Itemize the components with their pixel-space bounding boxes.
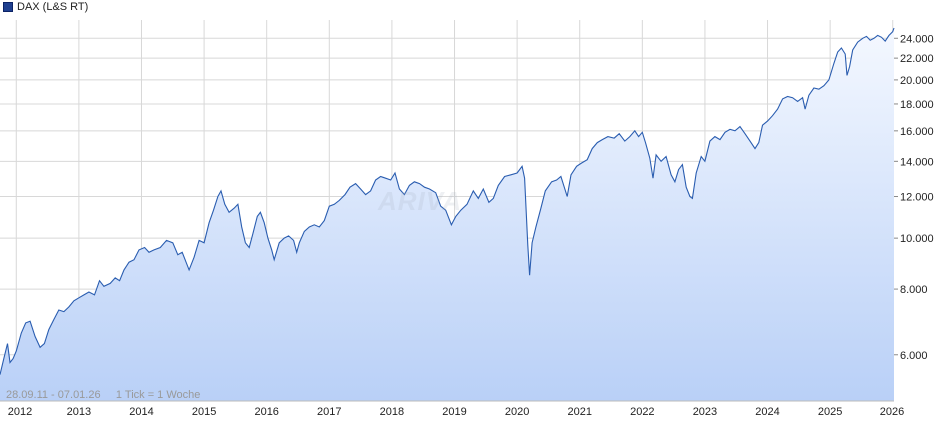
legend-label: DAX (L&S RT) — [17, 1, 89, 13]
date-range: 28.09.11 - 07.01.26 — [6, 389, 101, 401]
y-tick-label: 6.000 — [900, 350, 928, 362]
tick-info: 1 Tick = 1 Woche — [115, 389, 201, 401]
x-tick-label: 2018 — [380, 406, 404, 418]
y-tick-label: 18.000 — [900, 99, 934, 111]
x-tick-label: 2026 — [880, 406, 904, 418]
y-tick-label: 10.000 — [900, 233, 934, 245]
x-tick-label: 2012 — [8, 406, 32, 418]
x-tick-label: 2020 — [505, 406, 529, 418]
x-tick-label: 2025 — [818, 406, 842, 418]
legend-swatch — [3, 2, 13, 12]
footer-spacer — [104, 389, 113, 401]
x-tick-label: 2022 — [630, 406, 654, 418]
x-tick-label: 2021 — [567, 406, 591, 418]
x-tick-label: 2015 — [192, 406, 216, 418]
y-tick-label: 14.000 — [900, 156, 934, 168]
x-tick-label: 2023 — [693, 406, 717, 418]
price-line — [0, 27, 895, 375]
x-tick-label: 2016 — [254, 406, 278, 418]
y-tick-label: 16.000 — [900, 126, 934, 138]
footer-note: 28.09.11 - 07.01.26 1 Tick = 1 Woche — [6, 389, 200, 401]
x-axis-ticks: 2012 2013 2014 2015 2016 2017 2018 2019 2020 2021… — [8, 406, 904, 418]
y-tick-label: 12.000 — [900, 192, 934, 204]
watermark: ARIVA — [378, 186, 462, 216]
y-axis-ticks: 6.000 8.000 10.000 12.000 14.000 16.000 18.000… — [894, 33, 934, 362]
x-tick-label: 2014 — [129, 406, 153, 418]
x-tick-label: 2019 — [442, 406, 466, 418]
x-tick-label: 2024 — [755, 406, 779, 418]
y-tick-label: 22.000 — [900, 53, 934, 65]
y-tick-label: 20.000 — [900, 75, 934, 87]
legend: DAX (L&S RT) — [3, 1, 88, 13]
x-tick-label: 2013 — [67, 406, 91, 418]
y-tick-label: 8.000 — [900, 284, 928, 296]
x-tick-label: 2017 — [317, 406, 341, 418]
y-tick-label: 24.000 — [900, 33, 934, 45]
